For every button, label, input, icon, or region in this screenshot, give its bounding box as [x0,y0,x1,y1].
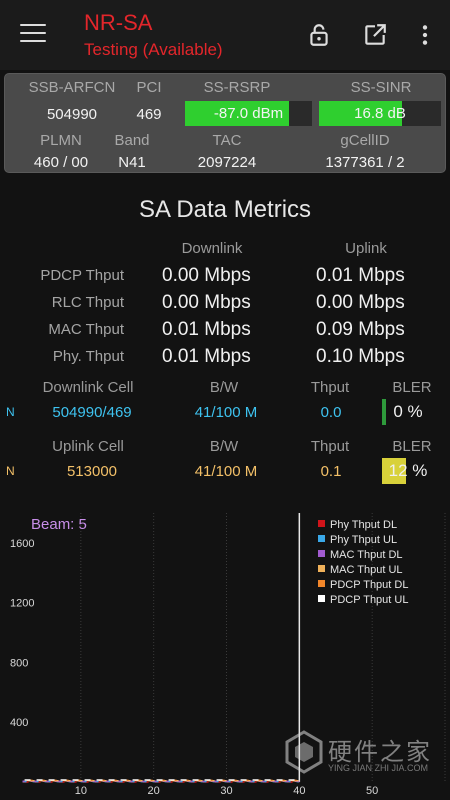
uplink-thput-value: 0.1 [320,463,342,480]
ss-sinr-label: SS-SINR [350,79,412,96]
metric-dl-value: 0.00 Mbps [162,292,251,313]
app-bar: NR-SA Testing (Available) [0,0,450,70]
chart-x-tick-label: 40 [293,785,305,797]
cell-info-panel: SSB-ARFCN PCI SS-RSRP SS-SINR 504990 469… [4,73,446,173]
section-title: SA Data Metrics [138,196,312,223]
pci-value: 469 [136,106,162,123]
chart-y-tick-label: 800 [10,657,28,669]
legend-label: Phy Thput UL [330,534,398,546]
metric-ul-value: 0.09 Mbps [316,319,405,340]
uplink-bler-fill [382,458,406,484]
app-status: Testing (Available) [84,40,223,59]
metric-row-label: Phy. Thput [52,348,124,365]
legend-item: MAC Thput DL [318,548,408,563]
rsrp-meter: -87.0 dBm [185,101,312,126]
downlink-thput-value: 0.0 [320,404,342,421]
band-label: Band [114,132,150,149]
legend-swatch [318,520,325,527]
chart-legend: Phy Thput DL Phy Thput UL MAC Thput DL MAC … [318,518,408,608]
downlink-bler-bar: 0 % [382,399,434,425]
throughput-chart[interactable]: 400 800 1200 1600 10 20 30 40 50 [0,505,450,800]
metric-dl-value: 0.01 Mbps [162,346,251,367]
plmn-value: 460 / 00 [33,154,89,171]
watermark-text: 硬件之家 [328,739,432,766]
ss-sinr-value: 16.8 dB [354,105,406,122]
metric-dl-value: 0.01 Mbps [162,319,251,340]
gcellid-label: gCellID [340,132,390,149]
metric-dl-value: 0.00 Mbps [162,265,251,286]
ss-rsrp-label: SS-RSRP [203,79,271,96]
uplink-cell-header: Uplink Cell [52,438,124,455]
legend-swatch [318,550,325,557]
metric-row-label: PDCP Thput [40,267,124,284]
downlink-nr-marker: N [6,405,15,419]
uplink-bler-bar: 12 % [382,458,434,484]
metric-ul-value: 0.10 Mbps [316,346,405,367]
rsrp-meter-fill [185,101,290,126]
chart-x-tick-label: 50 [366,785,378,797]
downlink-bw-value: 41/100 M [194,404,258,421]
legend-swatch [318,580,325,587]
uplink-bw-value: 41/100 M [194,463,258,480]
downlink-bw-header: B/W [209,379,239,396]
downlink-cell-header: Downlink Cell [42,379,134,396]
downlink-bler-fill [382,399,386,425]
chart-x-tick-label: 20 [148,785,160,797]
legend-item: PDCP Thput UL [318,593,408,608]
uplink-header: Uplink [345,240,387,257]
downlink-cell-value: 504990/469 [52,404,132,421]
chart-y-tick-label: 1200 [10,598,34,610]
legend-item: Phy Thput DL [318,518,408,533]
beam-annotation: Beam: 5 [31,516,87,533]
legend-swatch [318,565,325,572]
ssb-arfcn-value: 504990 [46,106,98,123]
menu-icon[interactable] [20,24,46,44]
chart-y-tick-label: 400 [10,717,28,729]
legend-item: Phy Thput UL [318,533,408,548]
legend-swatch [318,535,325,542]
chart-x-tick-label: 10 [75,785,87,797]
sinr-meter: 16.8 dB [319,101,441,126]
legend-label: Phy Thput DL [330,519,398,531]
metric-ul-value: 0.00 Mbps [316,292,405,313]
uplink-cell-value: 513000 [66,463,118,480]
sinr-meter-fill [319,101,402,126]
uplink-bler-header: BLER [392,438,432,455]
legend-label: MAC Thput DL [330,549,403,561]
legend-item: MAC Thput UL [318,563,408,578]
watermark-logo-icon [285,730,323,774]
band-value: N41 [118,154,146,171]
uplink-nr-marker: N [6,464,15,478]
legend-label: PDCP Thput DL [330,579,409,591]
downlink-bler-header: BLER [392,379,432,396]
tac-value: 2097224 [197,154,257,171]
legend-label: MAC Thput UL [330,564,403,576]
legend-label: PDCP Thput UL [330,594,409,606]
ss-rsrp-value: -87.0 dBm [213,105,284,122]
lock-icon[interactable] [306,22,332,48]
metric-ul-value: 0.01 Mbps [316,265,405,286]
more-vert-icon[interactable] [412,22,438,48]
pci-label: PCI [136,79,162,96]
uplink-bw-header: B/W [209,438,239,455]
metric-row-label: MAC Thput [48,321,124,338]
legend-item: PDCP Thput DL [318,578,408,593]
gcellid-value: 1377361 / 2 [325,154,405,171]
ssb-arfcn-label: SSB-ARFCN [28,79,116,96]
downlink-bler-value: 0 % [393,402,423,421]
uplink-thput-header: Thput [310,438,350,455]
watermark: 硬件之家 YING JIAN ZHI JIA.COM [284,730,444,780]
metric-row-label: RLC Thput [51,294,124,311]
app-title: NR-SA [84,10,153,35]
downlink-thput-header: Thput [310,379,350,396]
downlink-header: Downlink [181,240,243,257]
tac-label: TAC [212,132,242,149]
plmn-label: PLMN [40,132,82,149]
chart-y-tick-label: 1600 [10,538,34,550]
chart-x-tick-label: 30 [220,785,232,797]
watermark-subtext: YING JIAN ZHI JIA.COM [328,763,429,773]
uplink-bler-value: 12 % [388,461,428,480]
open-external-icon[interactable] [362,22,388,48]
legend-swatch [318,595,325,602]
